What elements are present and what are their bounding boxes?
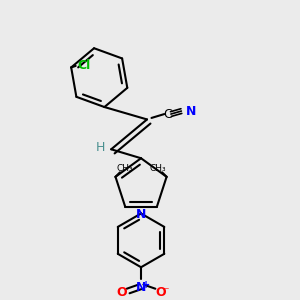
Text: Cl: Cl xyxy=(77,59,90,72)
Text: O: O xyxy=(116,286,127,298)
Text: C: C xyxy=(164,108,172,121)
Text: N: N xyxy=(136,281,146,294)
Text: N: N xyxy=(136,208,146,221)
Text: N: N xyxy=(186,105,196,118)
Text: CH₃: CH₃ xyxy=(149,164,166,173)
Text: H: H xyxy=(96,141,105,154)
Text: O: O xyxy=(155,286,166,298)
Text: CH₃: CH₃ xyxy=(116,164,133,173)
Text: ⁻: ⁻ xyxy=(162,285,169,298)
Text: +: + xyxy=(142,280,151,290)
